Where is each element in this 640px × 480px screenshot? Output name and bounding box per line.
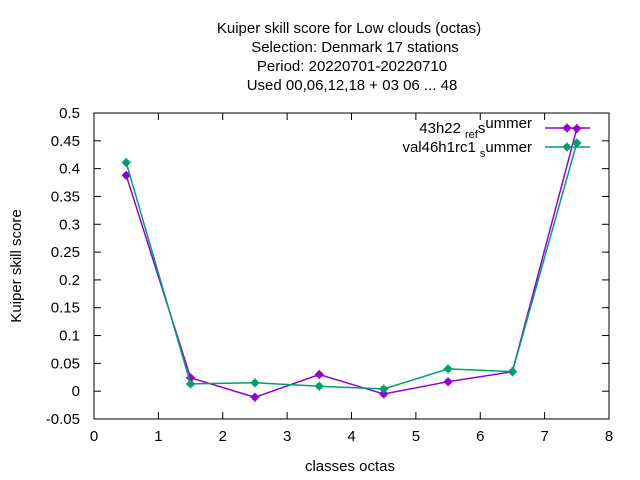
y-tick-label: 0.5 [59,105,80,122]
legend-subscript: s [480,148,486,160]
plot-frame [93,112,610,420]
y-tick-label: 0.3 [59,216,80,233]
y-tick-label: 0.45 [51,133,80,150]
series-2 [121,138,582,394]
series-line [125,128,578,399]
x-tick-label: 7 [540,428,548,445]
legend-subscript: ref [465,129,479,141]
legend-label: val46h1rc1 summer [402,139,532,160]
x-tick-label: 3 [283,428,291,445]
legend-text: s [478,120,486,137]
title-line-4: Used 00,06,12,18 + 03 06 ... 48 [247,77,458,94]
chart-title: Kuiper skill score for Low clouds (octas… [217,20,481,94]
y-tick-label: 0.35 [51,188,80,205]
series-layer [121,124,582,402]
series-1 [121,124,582,402]
legend-text: 43h22 [419,120,461,137]
x-tick-label: 8 [605,428,613,445]
title-line-2: Selection: Denmark 17 stations [251,39,459,56]
y-axis-label: Kuiper skill score [8,209,25,322]
y-tick-label: 0.15 [51,300,80,317]
y-tick-label: 0.2 [59,272,80,289]
legend-entry: 43h22 refsummer [419,115,532,141]
legend-sample [545,123,590,133]
y-tick-label: 0.25 [51,244,80,261]
legend-entry: val46h1rc1 summer [402,139,532,160]
y-tick-label: -0.05 [46,411,80,428]
x-tick-label: 6 [476,428,484,445]
legend-label: 43h22 refsummer [419,115,532,141]
y-axis: -0.05 0 0.05 0.1 0.15 0.2 0.25 0.3 0.35 0.4 0.45 0.… [46,105,609,428]
legend: 43h22 refsummer val46h1rc1 summer [402,115,590,160]
title-line-3: Period: 20220701-20220710 [257,58,447,75]
legend-text: ummer [485,115,532,132]
legend-text: val46h1rc1 [402,139,475,156]
x-tick-label: 1 [154,428,162,445]
title-line-1: Kuiper skill score for Low clouds (octas… [217,20,481,37]
x-axis: 0 1 2 3 4 5 6 7 8 [90,113,613,445]
series-line [125,142,578,390]
x-tick-label: 5 [412,428,420,445]
x-tick-label: 4 [347,428,355,445]
legend-text: ummer [485,139,532,156]
x-tick-label: 0 [90,428,98,445]
y-tick-label: 0.05 [51,355,80,372]
y-tick-label: 0 [72,383,80,400]
y-tick-label: 0.4 [59,161,80,178]
x-axis-label: classes octas [305,458,395,475]
legend-sample [545,142,590,152]
y-tick-label: 0.1 [59,328,80,345]
x-tick-label: 2 [219,428,227,445]
